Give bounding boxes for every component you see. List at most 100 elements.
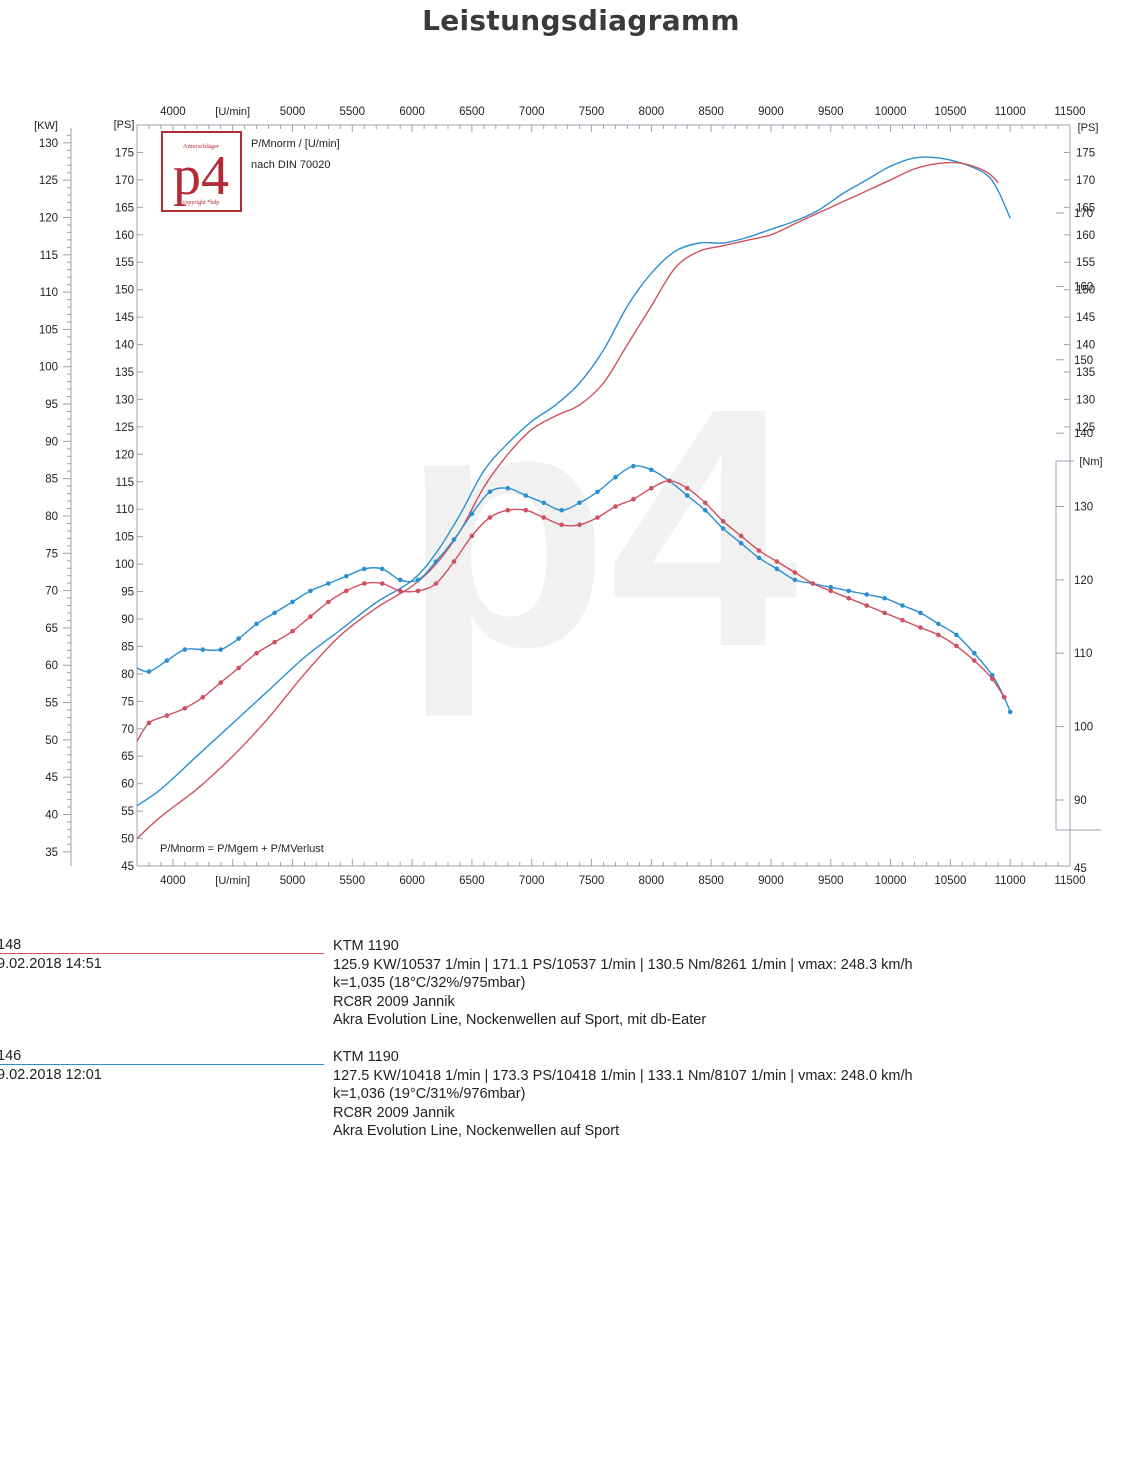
torque-point-146: [900, 603, 905, 608]
x-tick-label-top: 6500: [459, 106, 485, 118]
torque-point-146: [828, 584, 834, 590]
ps-left-tick-label: 85: [121, 641, 134, 653]
x-tick-label-top: 6000: [399, 106, 425, 118]
x-tick-label-top: 9500: [818, 106, 844, 118]
torque-point-148: [433, 581, 439, 586]
torque-point-146: [451, 537, 457, 542]
torque-point-148: [954, 643, 959, 649]
torque-point-146: [200, 647, 206, 652]
run-block-146: 146 9.02.2018 12:01 KTM 1190 127.5 KW/10…: [0, 1048, 1000, 1148]
nm-tick-label: 100: [1074, 722, 1093, 734]
kw-tick-label: 45: [45, 772, 58, 784]
ps-left-tick-label: 140: [115, 340, 134, 352]
torque-point-146: [164, 658, 170, 663]
nm-axis-label: [Nm]: [1079, 456, 1102, 468]
kw-tick-label: 115: [40, 250, 58, 262]
ps-right-tick-label: 140: [1076, 340, 1095, 352]
ps-right-tick-label: 165: [1076, 202, 1095, 214]
torque-point-148: [667, 478, 672, 484]
run-date: 9.02.2018 12:01: [0, 1067, 102, 1083]
kw-tick-label: 40: [45, 809, 58, 821]
x-tick-label-top: 5000: [280, 106, 306, 118]
torque-point-146: [254, 621, 259, 627]
torque-point-148: [613, 504, 618, 509]
kw-tick-label: 35: [45, 847, 58, 859]
x-tick-label-bottom: 8500: [698, 875, 724, 887]
kw-tick-label: 95: [45, 399, 58, 411]
nm-tick-label: 110: [1074, 648, 1092, 660]
x-tick-label-bottom: 11000: [995, 875, 1026, 887]
ps-left-tick-label: 95: [121, 587, 134, 599]
x-unit-label-bottom: [U/min]: [215, 875, 250, 887]
torque-point-146: [379, 566, 385, 572]
ps-right-bottom-label: 45: [1074, 863, 1087, 875]
torque-point-146: [487, 489, 493, 495]
torque-point-146: [954, 632, 959, 638]
x-tick-label-top: 10000: [875, 106, 907, 118]
kw-tick-label: 55: [45, 698, 58, 710]
run-color-line: [0, 953, 324, 954]
torque-point-148: [541, 515, 546, 520]
ps-right-tick-label: 160: [1076, 230, 1095, 242]
torque-point-148: [362, 581, 367, 586]
torque-point-148: [397, 588, 403, 594]
torque-point-148: [344, 588, 349, 594]
kw-axis-label: [KW]: [34, 120, 58, 132]
run-info: KTM 1190 125.9 KW/10537 1/min | 171.1 PS…: [333, 937, 913, 1030]
torque-point-146: [702, 507, 708, 513]
x-tick-label-bottom: 10500: [934, 875, 966, 887]
ps-right-tick-label: 130: [1076, 394, 1095, 406]
logo-small-top: Amerschläger: [183, 143, 220, 150]
torque-point-148: [595, 515, 600, 520]
ps-left-tick-label: 70: [121, 724, 134, 736]
ps-right-tick-label: 150: [1076, 285, 1095, 297]
torque-point-148: [577, 522, 582, 528]
torque-point-148: [559, 522, 564, 528]
kw-tick-label: 130: [39, 138, 58, 150]
torque-point-148: [649, 485, 654, 491]
kw-tick-label: 60: [45, 660, 58, 672]
nm-tick-label: 140: [1074, 428, 1093, 440]
run-conditions: k=1,036 (19°C/31%/976mbar): [333, 1086, 526, 1102]
torque-point-146: [936, 621, 941, 627]
nm-tick-label: 90: [1074, 795, 1087, 807]
x-tick-label-bottom: 7000: [519, 875, 545, 887]
torque-point-148: [451, 559, 457, 564]
torque-point-148: [900, 617, 905, 623]
torque-point-146: [972, 650, 977, 656]
kw-tick-label: 90: [45, 436, 58, 448]
run-block-148: 148 9.02.2018 14:51 KTM 1190 125.9 KW/10…: [0, 937, 1000, 1037]
page-title: Leistungsdiagramm: [422, 4, 740, 37]
torque-point-148: [164, 713, 170, 718]
x-tick-label-bottom: 5000: [280, 875, 306, 887]
torque-point-148: [918, 625, 923, 630]
torque-point-148: [379, 581, 385, 586]
torque-point-148: [738, 533, 744, 539]
torque-point-148: [882, 610, 887, 616]
x-tick-label-top: 4000: [160, 106, 186, 118]
torque-point-146: [146, 669, 152, 674]
torque-point-146: [649, 467, 654, 473]
x-tick-label-bottom: 8000: [639, 875, 665, 887]
power-line-148: [136, 161, 999, 840]
torque-point-148: [828, 588, 834, 594]
run-conditions: k=1,035 (18°C/32%/975mbar): [333, 975, 526, 991]
nm-tick-label: 130: [1074, 502, 1093, 514]
torque-point-148: [810, 581, 816, 586]
run-vehicle: KTM 1190: [333, 1049, 399, 1065]
ps-left-tick-label: 90: [121, 614, 134, 626]
p4-logo: Amerschläger p4 copyright *hdp: [161, 131, 242, 212]
run-setup: Akra Evolution Line, Nockenwellen auf Sp…: [333, 1012, 707, 1028]
legend-note-1: P/Mnorm / [U/min]: [251, 138, 340, 150]
torque-point-148: [272, 639, 277, 645]
x-tick-label-bottom: 11500: [1054, 875, 1085, 887]
ps-left-tick-label: 135: [115, 367, 134, 379]
ps-left-tick-label: 130: [115, 394, 134, 406]
run-bike: RC8R 2009 Jannik: [333, 993, 455, 1010]
ps-left-tick-label: 110: [116, 504, 134, 516]
torque-point-146: [595, 489, 600, 495]
torque-point-148: [415, 588, 421, 594]
x-tick-label-top: 7500: [579, 106, 605, 118]
torque-point-148: [308, 614, 313, 619]
torque-point-146: [541, 500, 546, 506]
